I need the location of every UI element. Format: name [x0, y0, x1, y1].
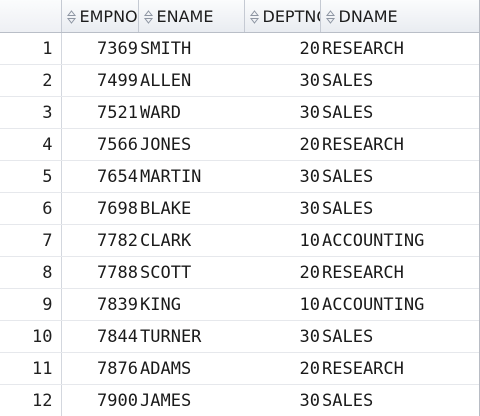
cell-empno[interactable]: 7521 [61, 96, 138, 129]
table-row[interactable]: 3 7521 WARD 30 SALES [0, 96, 479, 129]
table-row[interactable]: 8 7788 SCOTT 20 RESEARCH [0, 256, 479, 289]
cell-deptno[interactable]: 30 [244, 320, 320, 353]
header-row: EMPNO ENAME DEPTNO [0, 0, 479, 33]
cell-dname[interactable]: RESEARCH [320, 128, 479, 161]
cell-dname[interactable]: SALES [320, 64, 479, 97]
sort-arrows-icon [325, 9, 335, 24]
column-header-label: DEPTNO [262, 6, 320, 26]
cell-empno[interactable]: 7698 [61, 192, 138, 225]
row-number-cell[interactable]: 8 [0, 256, 62, 289]
cell-dname[interactable]: RESEARCH [320, 352, 479, 385]
cell-ename[interactable]: BLAKE [138, 192, 244, 225]
cell-ename[interactable]: ALLEN [138, 64, 244, 97]
cell-dname[interactable]: SALES [320, 160, 479, 193]
cell-ename[interactable]: ADAMS [138, 352, 244, 385]
table-row[interactable]: 1 7369 SMITH 20 RESEARCH [0, 32, 479, 65]
column-header-dname[interactable]: DNAME [320, 0, 479, 33]
row-number-cell[interactable]: 9 [0, 288, 62, 321]
cell-deptno[interactable]: 20 [244, 128, 320, 161]
table-row[interactable]: 6 7698 BLAKE 30 SALES [0, 192, 479, 225]
cell-empno[interactable]: 7876 [61, 352, 138, 385]
table-row[interactable]: 5 7654 MARTIN 30 SALES [0, 160, 479, 193]
table-row[interactable]: 9 7839 KING 10 ACCOUNTING [0, 288, 479, 321]
column-header-deptno[interactable]: DEPTNO [244, 0, 321, 33]
cell-ename[interactable]: SMITH [138, 32, 244, 65]
cell-ename[interactable]: JONES [138, 128, 244, 161]
row-number-cell[interactable]: 11 [0, 352, 62, 385]
column-header-label: ENAME [156, 6, 214, 26]
cell-ename[interactable]: SCOTT [138, 256, 244, 289]
cell-dname[interactable]: SALES [320, 96, 479, 129]
cell-dname[interactable]: RESEARCH [320, 256, 479, 289]
row-number-cell[interactable]: 3 [0, 96, 62, 129]
column-header-empno[interactable]: EMPNO [61, 0, 139, 33]
cell-empno[interactable]: 7839 [61, 288, 138, 321]
table-body: 1 7369 SMITH 20 RESEARCH 2 7499 ALLEN 30 SALES 3 75… [0, 32, 479, 416]
cell-ename[interactable]: JAMES [138, 384, 244, 416]
sort-arrows-icon [249, 9, 259, 24]
sort-arrows-icon [66, 9, 76, 24]
cell-ename[interactable]: TURNER [138, 320, 244, 353]
sort-arrows-icon [143, 9, 153, 24]
cell-deptno[interactable]: 20 [244, 352, 320, 385]
row-number-cell[interactable]: 5 [0, 160, 62, 193]
cell-empno[interactable]: 7900 [61, 384, 138, 416]
cell-empno[interactable]: 7654 [61, 160, 138, 193]
row-number-cell[interactable]: 7 [0, 224, 62, 257]
row-number-cell[interactable]: 1 [0, 32, 62, 65]
cell-ename[interactable]: CLARK [138, 224, 244, 257]
cell-empno[interactable]: 7566 [61, 128, 138, 161]
cell-dname[interactable]: SALES [320, 320, 479, 353]
cell-deptno[interactable]: 30 [244, 160, 320, 193]
cell-dname[interactable]: ACCOUNTING [320, 288, 479, 321]
cell-deptno[interactable]: 20 [244, 256, 320, 289]
table-row[interactable]: 11 7876 ADAMS 20 RESEARCH [0, 352, 479, 385]
table-row[interactable]: 10 7844 TURNER 30 SALES [0, 320, 479, 353]
cell-empno[interactable]: 7782 [61, 224, 138, 257]
cell-deptno[interactable]: 30 [244, 64, 320, 97]
column-header-label: EMPNO [79, 6, 138, 26]
cell-deptno[interactable]: 30 [244, 384, 320, 416]
cell-dname[interactable]: SALES [320, 384, 479, 416]
table-row[interactable]: 7 7782 CLARK 10 ACCOUNTING [0, 224, 479, 257]
cell-deptno[interactable]: 10 [244, 288, 320, 321]
row-number-cell[interactable]: 4 [0, 128, 62, 161]
row-number-header[interactable] [0, 0, 62, 33]
row-number-cell[interactable]: 12 [0, 384, 62, 416]
column-header-label: DNAME [338, 6, 398, 26]
cell-deptno[interactable]: 20 [244, 32, 320, 65]
row-number-cell[interactable]: 10 [0, 320, 62, 353]
cell-ename[interactable]: KING [138, 288, 244, 321]
table-header: EMPNO ENAME DEPTNO [0, 0, 479, 33]
column-header-ename[interactable]: ENAME [138, 0, 245, 33]
cell-empno[interactable]: 7844 [61, 320, 138, 353]
cell-dname[interactable]: SALES [320, 192, 479, 225]
cell-dname[interactable]: RESEARCH [320, 32, 479, 65]
table-row[interactable]: 12 7900 JAMES 30 SALES [0, 384, 479, 416]
table-row[interactable]: 4 7566 JONES 20 RESEARCH [0, 128, 479, 161]
row-number-cell[interactable]: 6 [0, 192, 62, 225]
table-row[interactable]: 2 7499 ALLEN 30 SALES [0, 64, 479, 97]
cell-dname[interactable]: ACCOUNTING [320, 224, 479, 257]
cell-ename[interactable]: MARTIN [138, 160, 244, 193]
cell-ename[interactable]: WARD [138, 96, 244, 129]
cell-deptno[interactable]: 30 [244, 96, 320, 129]
row-number-cell[interactable]: 2 [0, 64, 62, 97]
cell-empno[interactable]: 7369 [61, 32, 138, 65]
cell-empno[interactable]: 7499 [61, 64, 138, 97]
cell-deptno[interactable]: 10 [244, 224, 320, 257]
cell-empno[interactable]: 7788 [61, 256, 138, 289]
cell-deptno[interactable]: 30 [244, 192, 320, 225]
